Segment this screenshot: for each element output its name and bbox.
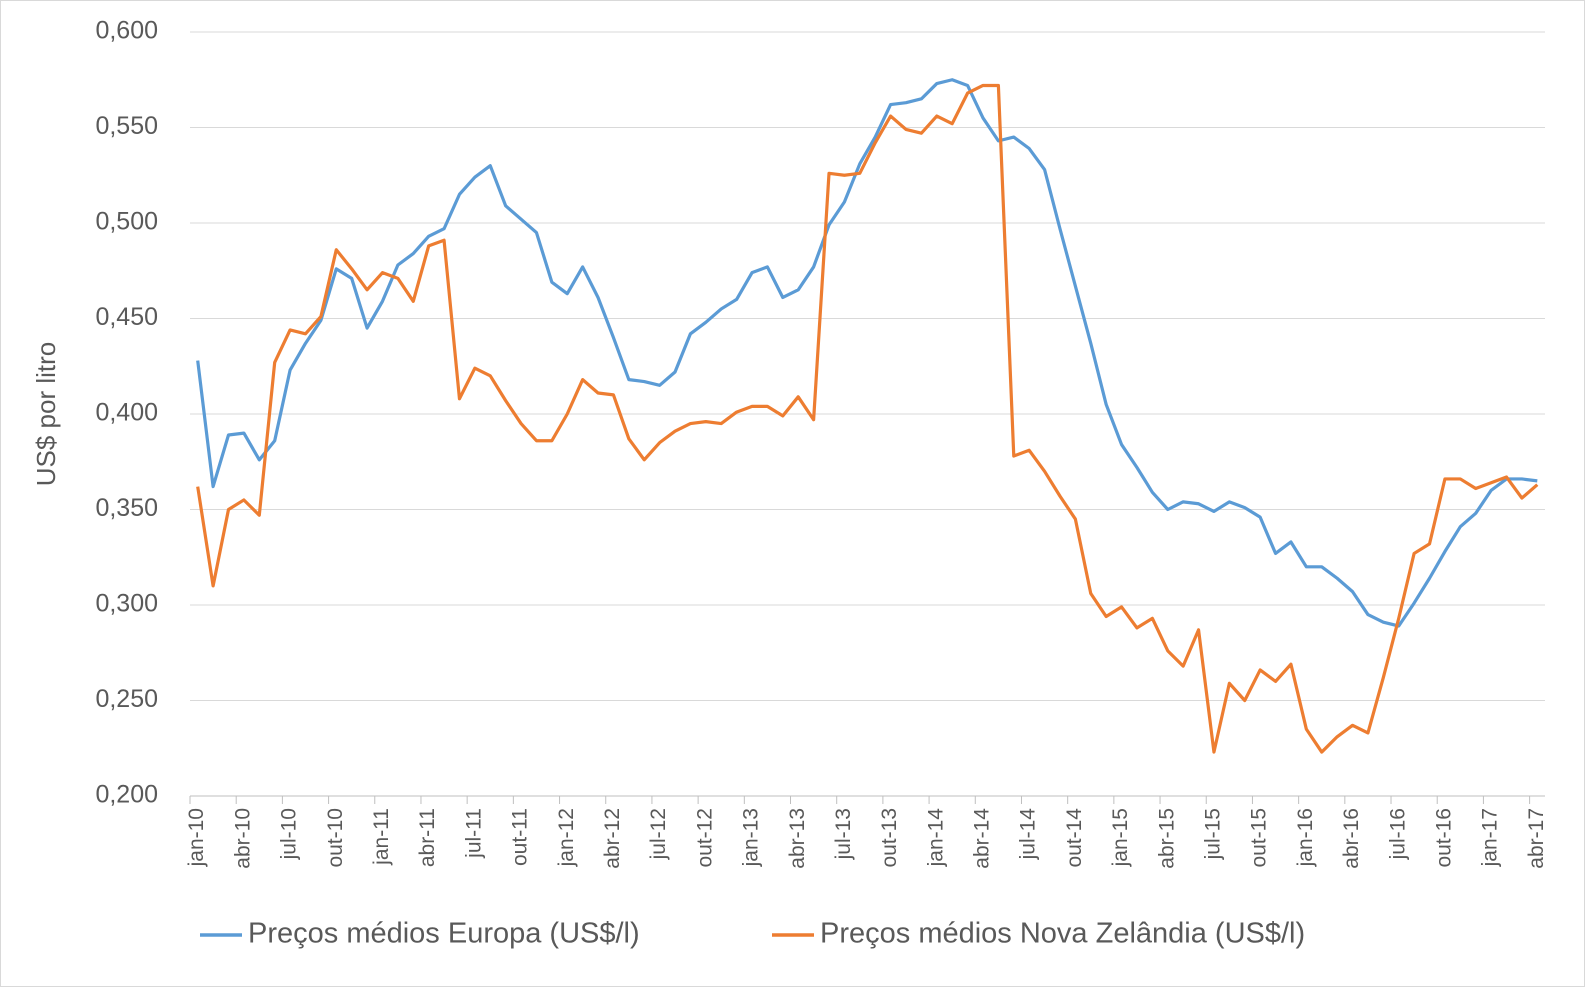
legend-label: Preços médios Europa (US$/l) bbox=[248, 918, 640, 950]
x-tick-label: jan-16 bbox=[1294, 808, 1317, 867]
x-tick-label: jan-15 bbox=[1109, 808, 1132, 867]
y-tick-label: 0,600 bbox=[95, 17, 158, 45]
x-tick-label: abr-10 bbox=[231, 808, 254, 869]
x-tick-label: jan-13 bbox=[740, 808, 763, 867]
x-tick-label: jan-10 bbox=[185, 808, 208, 867]
x-tick-label: jan-11 bbox=[370, 808, 393, 866]
x-tick-label: abr-12 bbox=[601, 808, 624, 869]
legend-label: Preços médios Nova Zelândia (US$/l) bbox=[820, 918, 1305, 950]
x-tick-label: out-14 bbox=[1063, 808, 1086, 868]
y-tick-label: 0,550 bbox=[95, 112, 158, 140]
x-tick-label: jul-13 bbox=[832, 808, 855, 860]
y-axis-label: US$ por litro bbox=[31, 342, 61, 487]
series-line bbox=[196, 78, 1538, 628]
x-tick-label: abr-17 bbox=[1525, 808, 1548, 869]
series-line bbox=[196, 83, 1539, 754]
x-tick-label: out-12 bbox=[693, 808, 716, 868]
y-tick-label: 0,200 bbox=[95, 781, 158, 809]
x-tick-label: jul-15 bbox=[1201, 808, 1224, 860]
x-tick-label: jan-17 bbox=[1479, 808, 1502, 867]
y-tick-label: 0,250 bbox=[95, 685, 158, 713]
x-tick-label: out-11 bbox=[509, 808, 532, 866]
y-tick-label: 0,300 bbox=[95, 590, 158, 618]
y-tick-label: 0,500 bbox=[95, 208, 158, 236]
x-tick-label: out-10 bbox=[324, 808, 347, 868]
x-tick-label: out-13 bbox=[878, 808, 901, 868]
y-tick-label: 0,350 bbox=[95, 494, 158, 522]
x-tick-label: jul-12 bbox=[647, 808, 670, 860]
y-tick-label: 0,450 bbox=[95, 303, 158, 331]
x-tick-label: jul-14 bbox=[1017, 808, 1040, 861]
x-tick-label: abr-15 bbox=[1155, 808, 1178, 869]
x-tick-label: abr-13 bbox=[786, 808, 809, 869]
x-tick-label: jan-14 bbox=[924, 808, 947, 868]
x-tick-label: out-15 bbox=[1248, 808, 1271, 868]
x-tick-label: jan-12 bbox=[555, 808, 578, 867]
x-tick-label: jul-11 bbox=[462, 808, 485, 859]
x-tick-label: jul-16 bbox=[1386, 808, 1409, 860]
x-tick-label: abr-11 bbox=[416, 808, 439, 867]
x-tick-label: jul-10 bbox=[278, 808, 301, 860]
x-tick-label: abr-16 bbox=[1340, 808, 1363, 869]
x-tick-label: out-16 bbox=[1432, 808, 1455, 868]
y-tick-label: 0,400 bbox=[95, 399, 158, 427]
x-tick-label: abr-14 bbox=[971, 808, 994, 869]
